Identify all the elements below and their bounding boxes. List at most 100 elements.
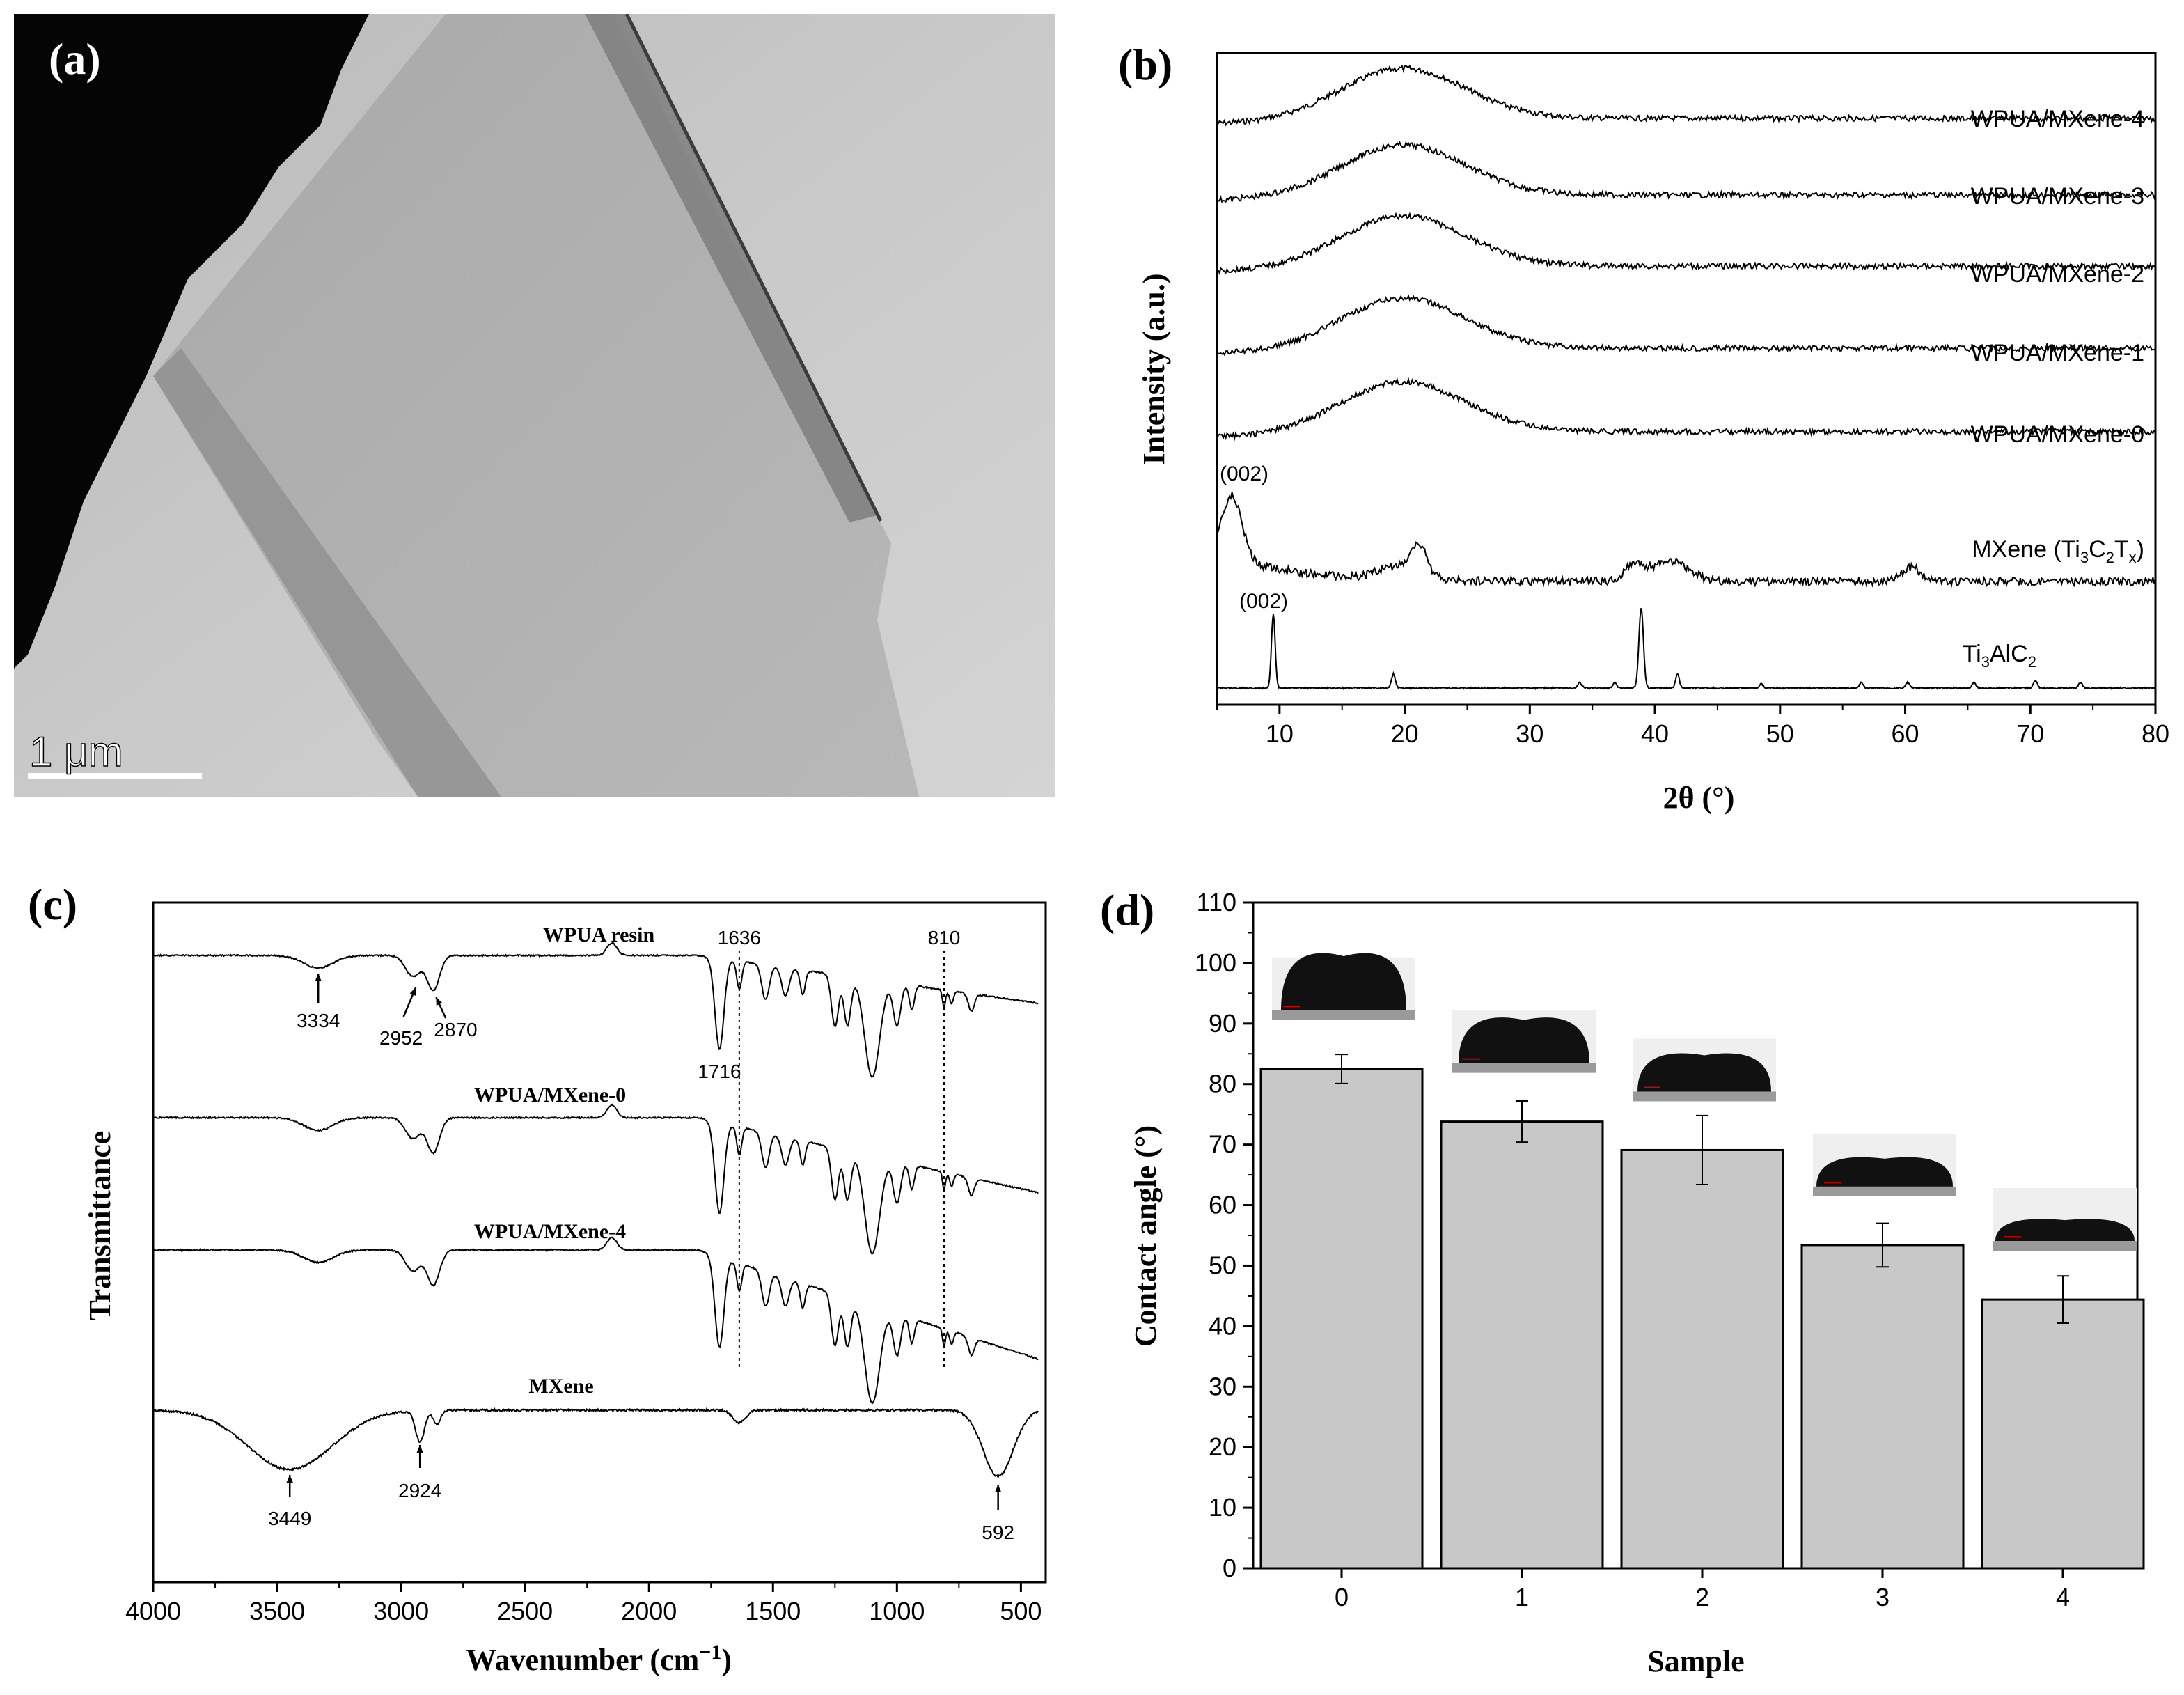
droplet-substrate-0	[1272, 1010, 1415, 1020]
xrd-xtick-label: 50	[1766, 719, 1794, 748]
ftir-arrow-2952-head	[409, 987, 416, 996]
xrd-annot-002-max: (002)	[1239, 590, 1288, 613]
ftir-annot-3449: 3449	[268, 1508, 311, 1529]
tem-edge-line	[624, 14, 883, 522]
ca-ytick-label: 40	[1209, 1311, 1236, 1340]
ftir-arrow-592-head	[994, 1485, 1002, 1493]
droplet-shape-3	[1816, 1157, 1953, 1187]
ftir-arrow-2870-head	[436, 997, 443, 1006]
ftir-arrow-3449-head	[286, 1475, 293, 1483]
ca-ytick-label: 50	[1209, 1251, 1236, 1279]
xrd-xtick-label: 70	[2016, 719, 2044, 748]
droplet-shape-1	[1459, 1017, 1589, 1063]
droplet-substrate-4	[1993, 1241, 2137, 1251]
xrd-series-WPUA/MXene-2	[1216, 212, 2156, 275]
xrd-series-WPUA/MXene-1	[1216, 294, 2156, 357]
ca-ytick-label: 90	[1209, 1009, 1236, 1038]
ca-ytick-label: 110	[1197, 888, 1236, 916]
ca-ytick-label: 30	[1209, 1372, 1236, 1400]
xrd-xtick-label: 30	[1516, 719, 1543, 748]
xrd-series-WPUA/MXene-0	[1216, 377, 2156, 442]
ftir-annot-1716: 1716	[698, 1061, 741, 1082]
ftir-ylabel: Transmittance	[83, 1131, 117, 1321]
panel-a-label: (a)	[49, 34, 101, 84]
ftir-xtick-label: 3000	[373, 1597, 429, 1625]
xrd-xtick-label: 40	[1641, 719, 1669, 748]
ca-ytick-label: 10	[1209, 1493, 1236, 1522]
ca-xtick-label: 2	[1695, 1583, 1709, 1611]
ca-bar-1	[1440, 1120, 1604, 1570]
ftir-xtick-label: 2000	[621, 1597, 677, 1625]
ca-xlabel: Sample	[1647, 1644, 1744, 1678]
ca-bar-2	[1620, 1148, 1784, 1570]
ftir-series-wpua-mxene4: WPUA/MXene-4	[474, 1220, 626, 1243]
xrd-xtick-label: 20	[1391, 719, 1419, 748]
tem-micrograph: 1 μm	[14, 14, 1055, 797]
xrd-xtick-label: 80	[2142, 719, 2169, 748]
xrd-ylabel: Intensity (a.u.)	[1137, 273, 1171, 464]
droplet-substrate-1	[1452, 1063, 1596, 1073]
tem-fold-right	[585, 14, 877, 522]
ftir-xtick-label: 3500	[249, 1597, 305, 1625]
ftir-annot-1636: 1636	[718, 927, 761, 948]
xrd-label-wpua1: WPUA/MXene-1	[1971, 340, 2144, 366]
ca-ylabel: Contact angle (°)	[1129, 1125, 1163, 1347]
ftir-annot-3334: 3334	[297, 1010, 340, 1031]
droplet-shape-4	[1995, 1219, 2135, 1242]
ftir-annot-2952: 2952	[379, 1027, 423, 1049]
xrd-label-wpua2: WPUA/MXene-2	[1971, 261, 2144, 288]
scale-bar-label: 1 μm	[29, 728, 123, 775]
xrd-series-mxene	[1216, 492, 2156, 588]
ftir-annot-2870: 2870	[434, 1019, 477, 1040]
xrd-frame	[1216, 52, 2157, 706]
xrd-annot-002-mxene: (002)	[1220, 462, 1268, 485]
ca-ytick-label: 60	[1209, 1191, 1236, 1219]
ftir-curve-wpua-resin	[152, 942, 1039, 1078]
ca-ytick-label: 70	[1209, 1130, 1236, 1159]
panel-b-label: (b)	[1118, 40, 1173, 89]
xrd-series-WPUA/MXene-4	[1216, 64, 2156, 127]
ftir-annot-2924: 2924	[398, 1480, 441, 1501]
ca-xtick-label: 1	[1515, 1583, 1529, 1611]
ca-xtick-label: 3	[1876, 1583, 1890, 1611]
ftir-xlabel: Wavenumber (cm−1)	[466, 1641, 732, 1677]
droplet-substrate-3	[1813, 1186, 1956, 1196]
ftir-series-mxene: MXene	[528, 1375, 593, 1398]
ftir-xtick-label: 2500	[497, 1597, 553, 1625]
tem-dark-particle	[14, 14, 369, 669]
ca-bar-4	[1981, 1298, 2145, 1570]
ftir-annot-810: 810	[928, 927, 961, 948]
scale-bar	[28, 773, 202, 779]
xrd-xtick-label: 60	[1892, 719, 1919, 748]
ftir-frame	[152, 901, 1047, 1584]
ftir-xtick-label: 500	[1000, 1597, 1042, 1625]
ftir-xtick-label: 1000	[869, 1597, 925, 1625]
xrd-xtick-label: 10	[1266, 719, 1294, 748]
ca-bar-0	[1259, 1068, 1424, 1570]
ca-xtick-label: 4	[2056, 1583, 2070, 1611]
panel-d-label: (d)	[1100, 885, 1155, 935]
ftir-curve-mxene	[152, 1407, 1039, 1480]
panel-c-label: (c)	[28, 880, 78, 929]
ftir-arrow-3334-head	[315, 974, 322, 982]
ca-xtick-label: 0	[1335, 1583, 1349, 1611]
droplet-substrate-2	[1633, 1091, 1776, 1102]
ca-ytick-label: 80	[1209, 1070, 1236, 1098]
xrd-label-wpua3: WPUA/MXene-3	[1971, 183, 2144, 210]
tem-fold-left	[153, 348, 501, 797]
xrd-label-ti3alc2: Ti3AlC2	[1963, 641, 2036, 671]
xrd-label-mxene: MXene (Ti3C2Tx)	[1972, 536, 2144, 566]
ftir-curve-wpua-mxene0	[152, 1103, 1039, 1255]
ca-ytick-label: 0	[1223, 1554, 1236, 1582]
ftir-series-wpua-resin: WPUA resin	[543, 923, 655, 946]
ftir-xtick-label: 1500	[745, 1597, 801, 1625]
ftir-series-wpua-mxene0: WPUA/MXene-0	[474, 1084, 626, 1107]
ftir-xtick-label: 4000	[125, 1597, 181, 1625]
xrd-series-ti3alc2	[1216, 608, 2156, 691]
ca-ytick-label: 100	[1195, 948, 1236, 977]
ftir-annot-592: 592	[982, 1522, 1014, 1543]
ca-bar-3	[1800, 1244, 1965, 1570]
droplet-shape-0	[1281, 953, 1406, 1010]
ca-ytick-label: 20	[1209, 1432, 1236, 1461]
